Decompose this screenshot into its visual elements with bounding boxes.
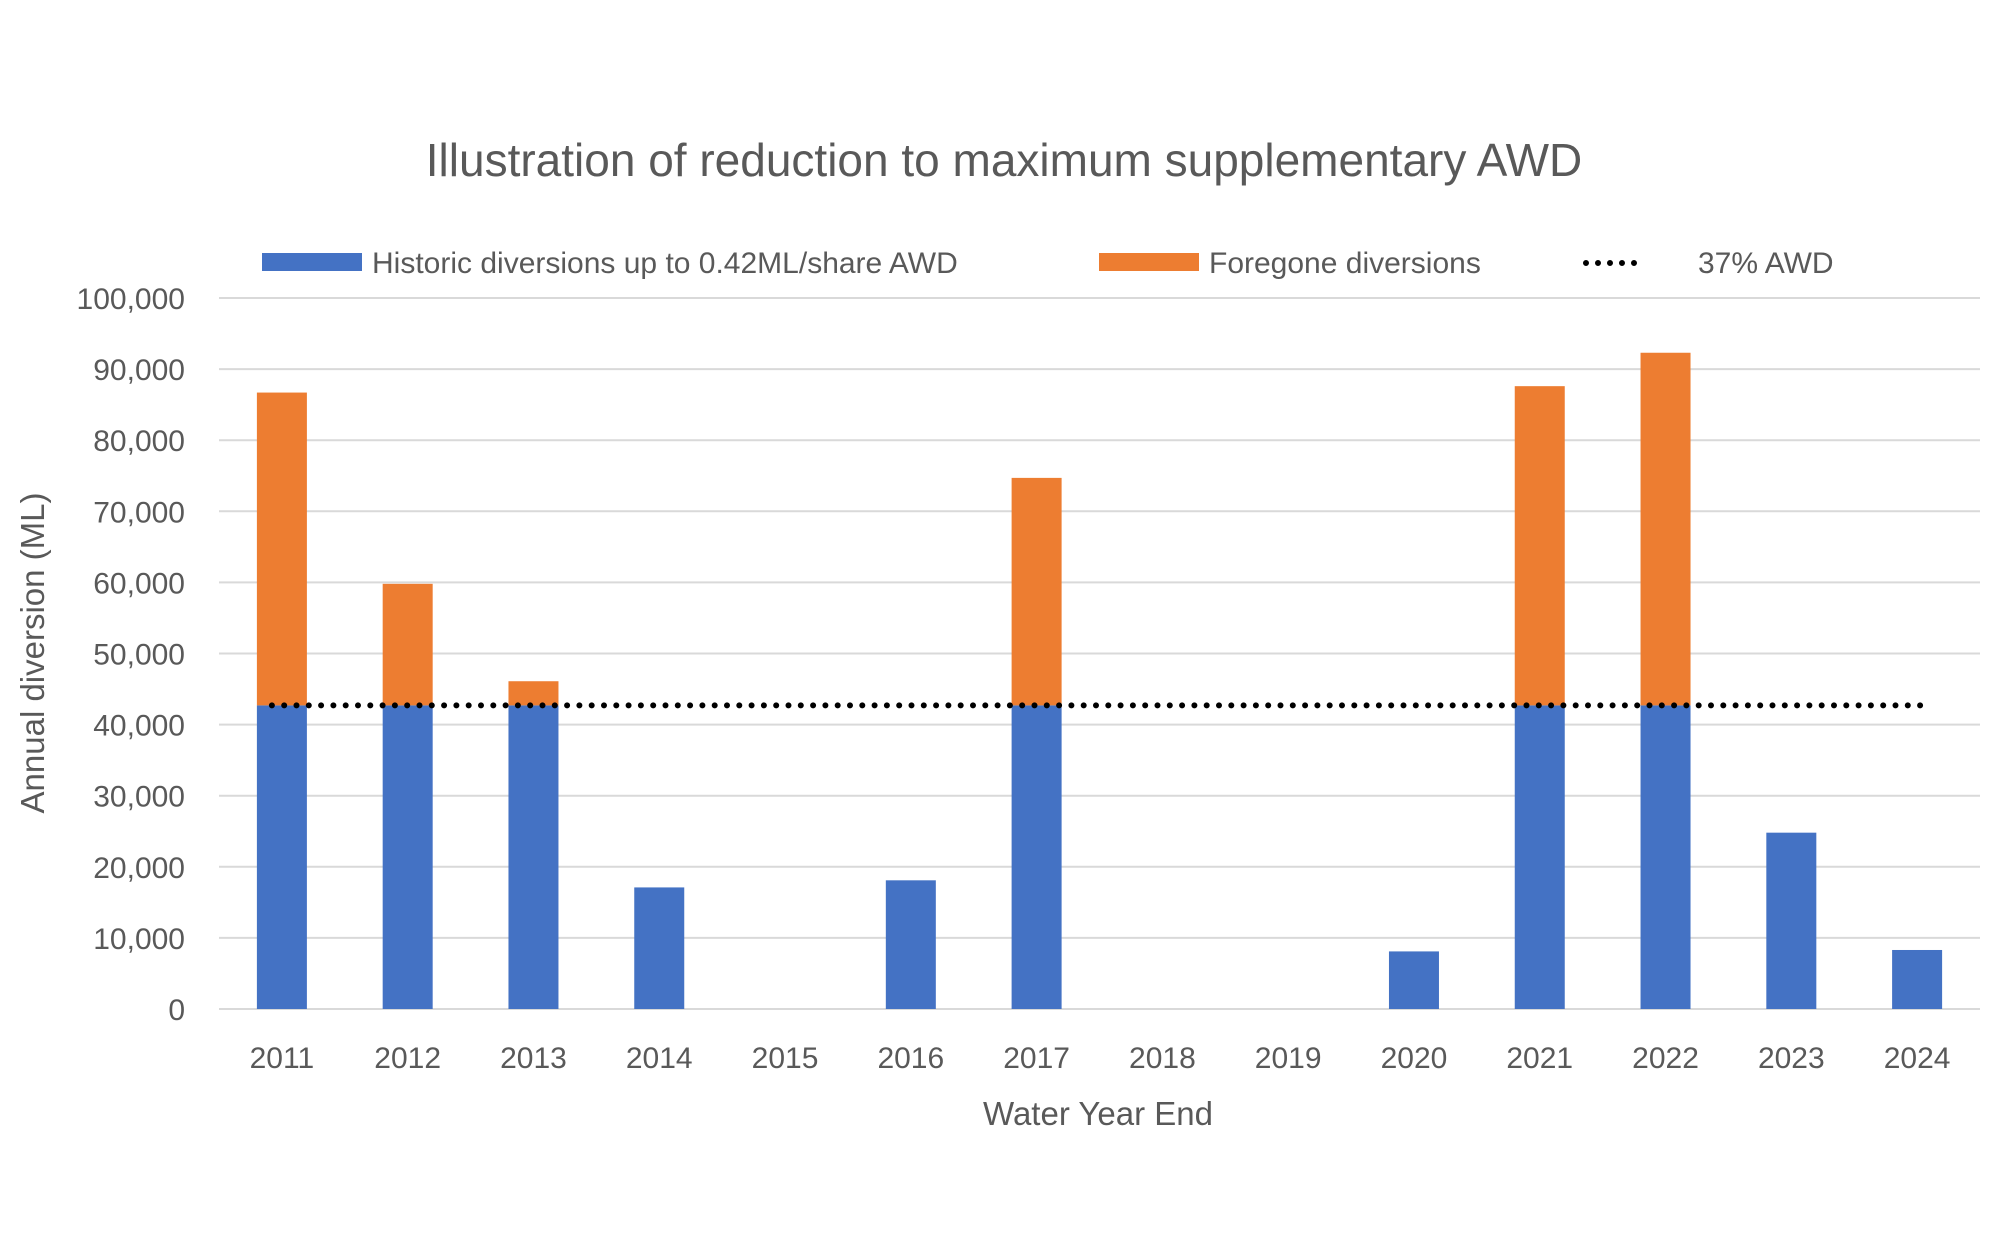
x-tick-label: 2014 <box>626 1042 693 1075</box>
x-tick-label: 2020 <box>1381 1042 1448 1075</box>
x-tick-label: 2012 <box>374 1042 441 1075</box>
gridlines <box>219 297 1980 1010</box>
bar-historic-2023 <box>1766 832 1817 1009</box>
bar-foregone-2017 <box>1011 477 1062 706</box>
bar-historic-2012 <box>382 705 433 1009</box>
chart-title: Illustration of reduction to maximum sup… <box>426 134 1582 186</box>
x-tick-label: 2021 <box>1506 1042 1573 1075</box>
x-tick-label: 2016 <box>877 1042 944 1075</box>
bar-foregone-2011 <box>256 392 307 706</box>
bar-historic-2013 <box>508 705 559 1009</box>
y-tick-label: 10,000 <box>93 923 185 956</box>
y-tick-label: 70,000 <box>93 496 185 529</box>
legend: Historic diversions up to 0.42ML/share A… <box>262 247 1834 280</box>
x-tick-label: 2011 <box>250 1042 315 1075</box>
x-axis-label: Water Year End <box>983 1095 1213 1132</box>
x-tick-label: 2024 <box>1884 1042 1951 1075</box>
legend-label-foregone: Foregone diversions <box>1209 247 1481 280</box>
bar-foregone-2013 <box>508 681 559 706</box>
bar-historic-2024 <box>1892 949 1943 1009</box>
x-tick-labels: 2011 2012 2013 2014 2015 2016 2017 2018 2019 2020… <box>250 1042 1951 1075</box>
y-tick-label: 60,000 <box>93 567 185 600</box>
y-tick-label: 30,000 <box>93 781 185 814</box>
y-tick-label: 50,000 <box>93 639 185 672</box>
bar-historic-2017 <box>1011 705 1062 1009</box>
bar-foregone-2021 <box>1514 386 1565 706</box>
x-tick-label: 2023 <box>1758 1042 1825 1075</box>
bar-historic-2014 <box>634 887 685 1009</box>
x-tick-label: 2013 <box>500 1042 567 1075</box>
y-tick-labels: 0 10,000 20,000 30,000 40,000 50,000 60,000 70,… <box>77 283 185 1027</box>
bars <box>256 352 1943 1009</box>
legend-label-37-awd: 37% AWD <box>1698 247 1834 280</box>
y-tick-label: 40,000 <box>93 710 185 743</box>
bar-historic-2016 <box>885 880 936 1009</box>
y-tick-label: 20,000 <box>93 852 185 885</box>
bar-historic-2011 <box>256 705 307 1009</box>
y-tick-label: 100,000 <box>77 283 185 316</box>
bar-historic-2020 <box>1388 951 1439 1009</box>
x-tick-label: 2017 <box>1003 1042 1070 1075</box>
x-tick-label: 2019 <box>1255 1042 1322 1075</box>
x-tick-label: 2015 <box>752 1042 819 1075</box>
y-tick-label: 90,000 <box>93 354 185 387</box>
legend-swatch-historic <box>262 253 362 271</box>
bar-historic-2022 <box>1640 705 1691 1009</box>
legend-label-historic: Historic diversions up to 0.42ML/share A… <box>372 247 958 280</box>
y-tick-label: 80,000 <box>93 425 185 458</box>
bar-foregone-2022 <box>1640 352 1691 706</box>
bar-foregone-2012 <box>382 583 433 706</box>
legend-swatch-foregone <box>1099 253 1199 271</box>
x-tick-label: 2018 <box>1129 1042 1196 1075</box>
y-tick-label: 0 <box>168 994 185 1027</box>
x-tick-label: 2022 <box>1632 1042 1699 1075</box>
y-axis-label: Annual diversion (ML) <box>14 493 51 814</box>
bar-historic-2021 <box>1514 705 1565 1009</box>
